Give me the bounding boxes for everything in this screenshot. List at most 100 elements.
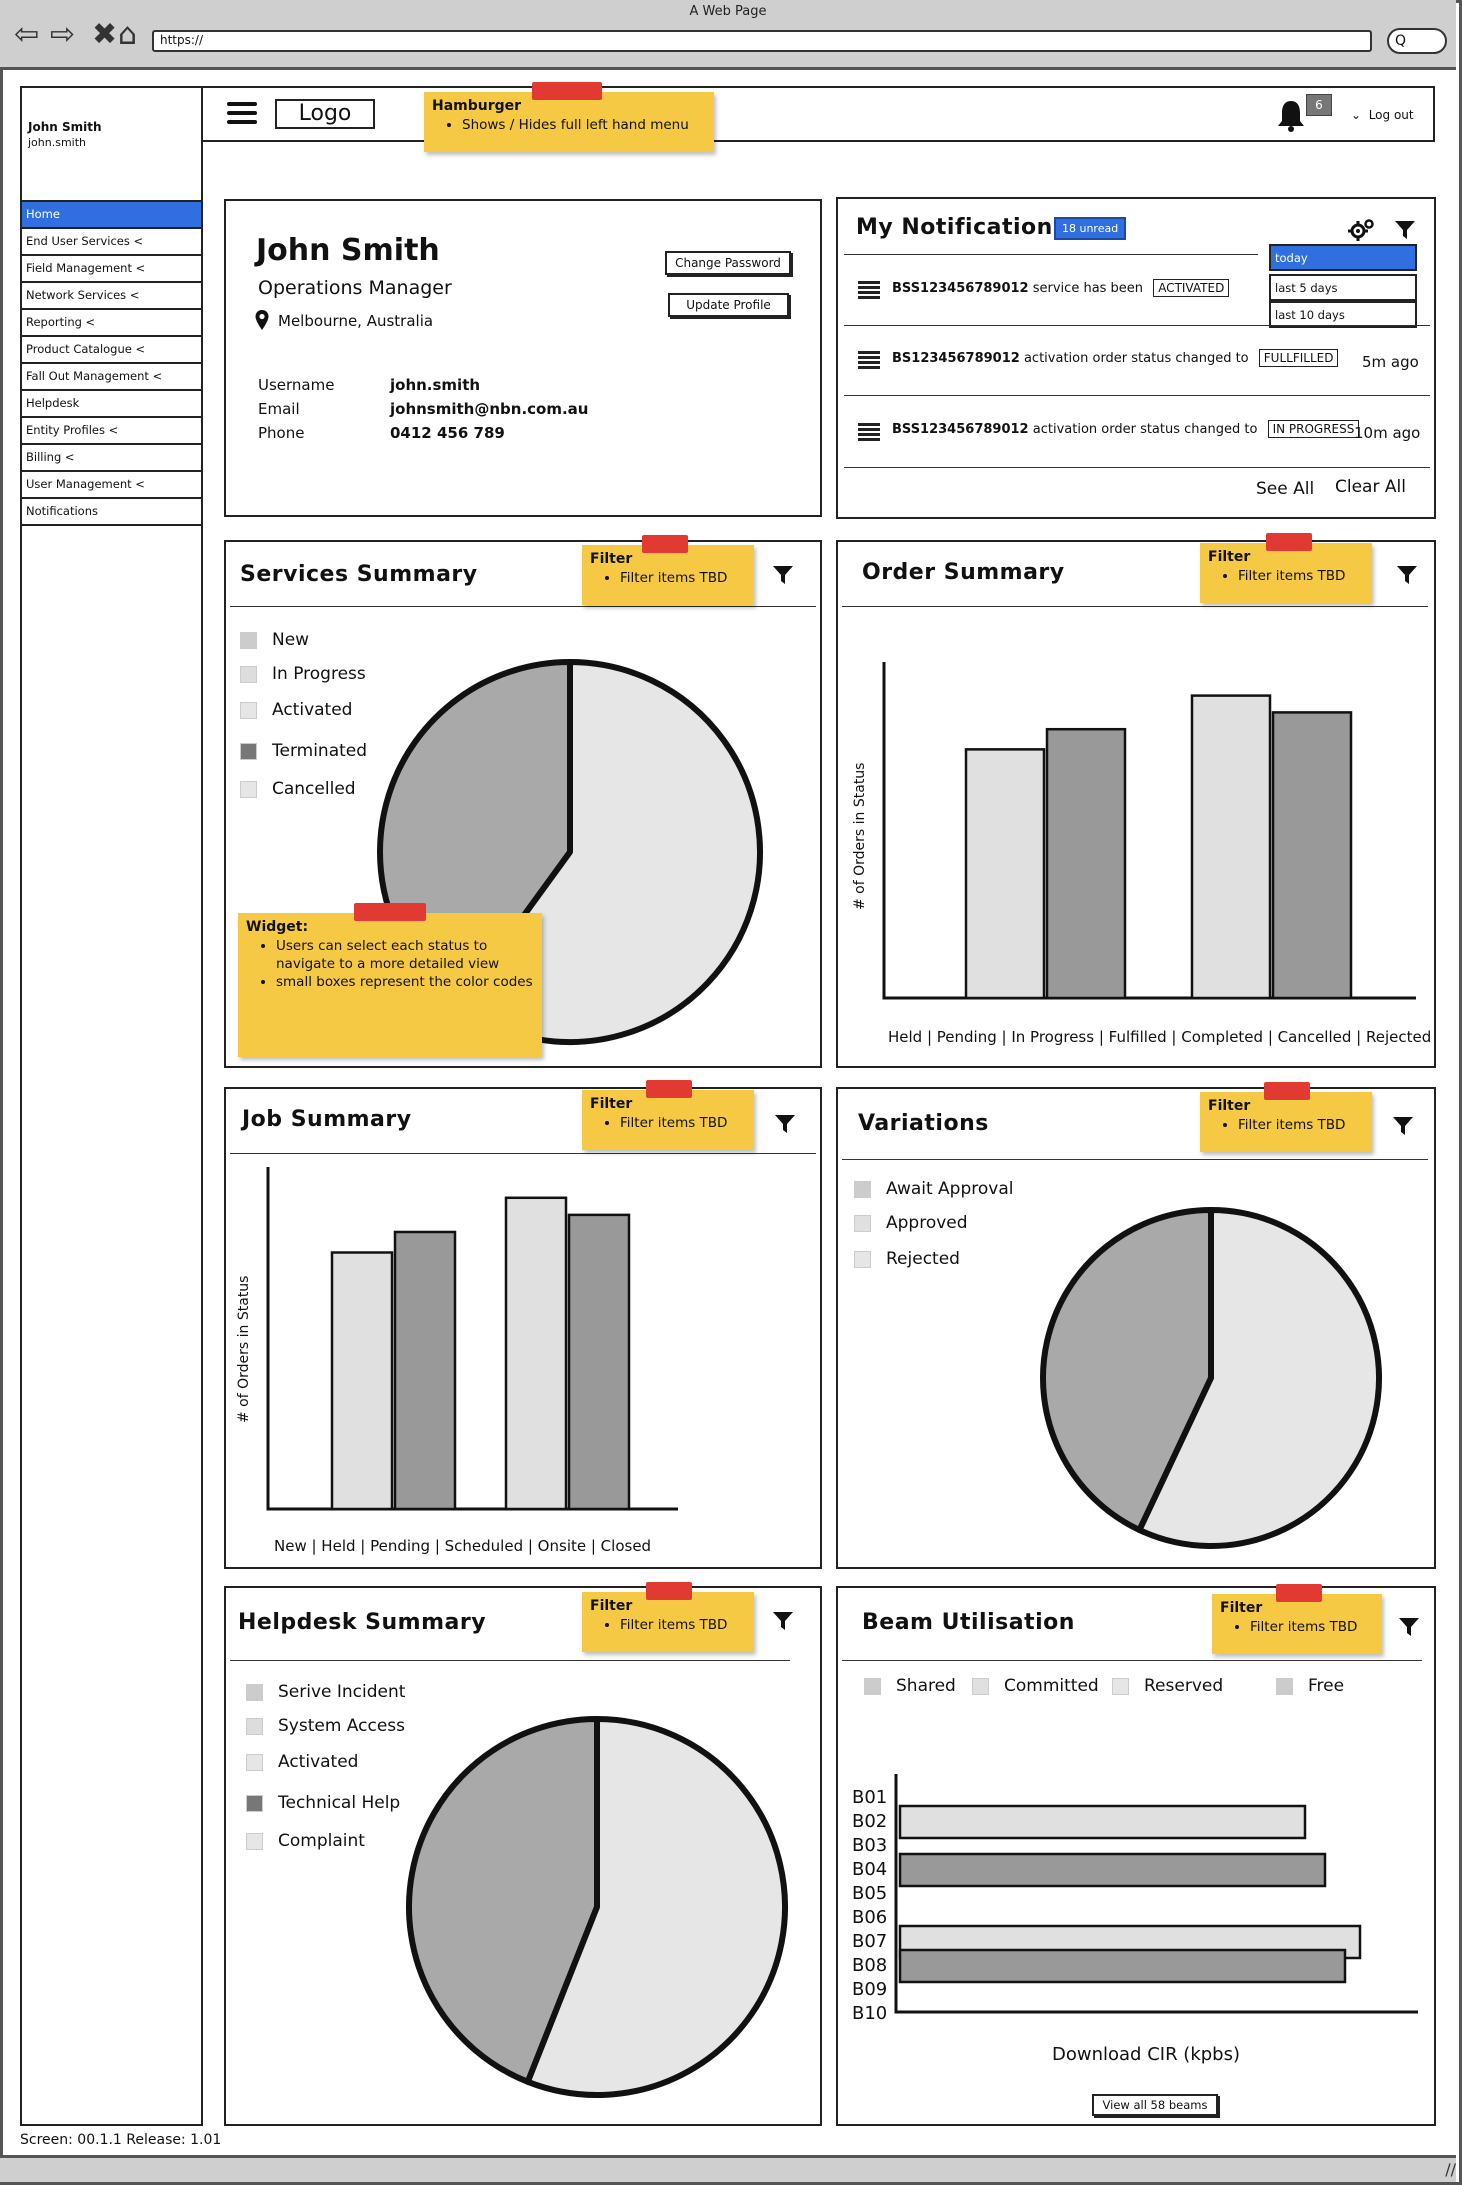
helpdesk-pie-slice[interactable] — [524, 1716, 788, 2098]
filter-icon[interactable] — [772, 1610, 794, 1632]
sidebar-item-notifications[interactable]: Notifications — [22, 497, 201, 524]
legend-item[interactable]: Shared — [864, 1676, 956, 1696]
legend-swatch — [1276, 1677, 1293, 1695]
home-icon[interactable]: ⌂ — [118, 17, 138, 52]
sidebar-user-login: john.smith — [28, 136, 87, 149]
helpdesk-pie-slice[interactable] — [406, 1716, 600, 2085]
change-password-button[interactable]: Change Password — [665, 251, 791, 275]
job-summary-bar[interactable] — [393, 1230, 457, 1511]
notification-item[interactable]: BSS123456789012 service has been ACTIVAT… — [892, 279, 1230, 297]
view-all-beams-button[interactable]: View all 58 beams — [1092, 2094, 1218, 2116]
legend-item[interactable]: In Progress — [240, 664, 366, 684]
notification-text: activation order status changed to — [1032, 422, 1258, 437]
filter-icon[interactable] — [1394, 219, 1416, 241]
see-all-link[interactable]: See All — [1256, 479, 1315, 499]
job-summary-bar-chart[interactable] — [262, 1163, 682, 1513]
legend-item[interactable]: Rejected — [854, 1249, 960, 1269]
bell-icon[interactable] — [1276, 98, 1306, 132]
forward-arrow-icon[interactable]: ⇨ — [50, 17, 76, 52]
legend-swatch — [240, 665, 257, 683]
sidebar-item-entity-profiles[interactable]: Entity Profiles < — [22, 416, 201, 443]
beam-label: B04 — [852, 1859, 888, 1880]
helpdesk-pie-chart[interactable] — [402, 1712, 792, 2102]
legend-item[interactable]: Committed — [972, 1676, 1099, 1696]
beam-label: B09 — [852, 1979, 888, 2000]
legend-item[interactable]: Activated — [246, 1752, 358, 1772]
resize-grip-icon[interactable]: ∕∕ — [1445, 2160, 1456, 2179]
beam-label: B03 — [852, 1835, 888, 1856]
sidebar-item-end-user-services[interactable]: End User Services < — [22, 227, 201, 254]
order-summary-bar[interactable] — [1045, 727, 1127, 1000]
legend-item[interactable]: System Access — [246, 1716, 405, 1736]
legend-label: Committed — [1004, 1676, 1099, 1696]
notification-text: service has been — [1032, 281, 1144, 296]
logo[interactable]: Logo — [275, 99, 375, 129]
job-summary-bar[interactable] — [504, 1196, 568, 1511]
order-summary-bar-chart[interactable] — [878, 652, 1428, 1002]
legend-item[interactable]: Reserved — [1112, 1676, 1223, 1696]
sidebar-item-network-services[interactable]: Network Services < — [22, 281, 201, 308]
beam-label: B08 — [852, 1955, 888, 1976]
beam-axis — [894, 1774, 1418, 2014]
legend-item[interactable]: Technical Help — [246, 1793, 400, 1813]
dropdown-option-last-5-days[interactable]: last 5 days — [1269, 274, 1417, 301]
filter-note-title: Filter — [590, 1096, 633, 1112]
beam-utilisation-bar-chart[interactable] — [888, 1772, 1428, 2032]
legend-item[interactable]: Free — [1276, 1676, 1344, 1696]
hamburger-menu-icon[interactable] — [227, 102, 257, 126]
notification-item[interactable]: BS123456789012 activation order status c… — [892, 349, 1339, 367]
hamburger-note: Hamburger Shows / Hides full left hand m… — [424, 82, 714, 152]
order-summary-bar[interactable] — [1190, 694, 1272, 1000]
order-summary-bar[interactable] — [964, 748, 1046, 1000]
beam-xlabel: Download CIR (kpbs) — [1052, 2044, 1240, 2065]
notification-item[interactable]: BSS123456789012 activation order status … — [892, 420, 1360, 438]
order-summary-bar[interactable] — [1271, 711, 1353, 1000]
logout-link[interactable]: ⌄ Log out — [1351, 108, 1414, 122]
legend-item[interactable]: Approved — [854, 1213, 968, 1233]
sidebar-item-field-management[interactable]: Field Management < — [22, 254, 201, 281]
sidebar-item-helpdesk[interactable]: Helpdesk — [22, 389, 201, 416]
legend-label: Free — [1308, 1676, 1345, 1696]
sidebar-item-product-catalogue[interactable]: Product Catalogue < — [22, 335, 201, 362]
clear-all-link[interactable]: Clear All — [1335, 477, 1406, 497]
beam-bar[interactable] — [898, 1804, 1307, 1840]
sidebar-item-billing[interactable]: Billing < — [22, 443, 201, 470]
filter-icon[interactable] — [772, 564, 794, 586]
filter-icon[interactable] — [774, 1113, 796, 1135]
legend-item[interactable]: Terminated — [240, 741, 367, 761]
sidebar-item-home[interactable]: Home — [22, 200, 201, 227]
sidebar-item-fall-out-management[interactable]: Fall Out Management < — [22, 362, 201, 389]
variations-pie-chart[interactable] — [1036, 1203, 1386, 1553]
sidebar-item-user-management[interactable]: User Management < — [22, 470, 201, 497]
legend-item[interactable]: Complaint — [246, 1831, 365, 1851]
location-pin-icon — [255, 310, 269, 330]
legend-item[interactable]: Serive Incident — [246, 1682, 405, 1702]
variations-pie-slice[interactable] — [1136, 1207, 1382, 1549]
legend-item[interactable]: Activated — [240, 700, 352, 720]
job-summary-bar[interactable] — [330, 1251, 394, 1511]
list-icon — [858, 351, 880, 369]
job-summary-bar[interactable] — [567, 1213, 631, 1511]
close-icon[interactable]: ✖ — [92, 17, 118, 52]
legend-item[interactable]: Cancelled — [240, 779, 356, 799]
dropdown-option-today[interactable]: today — [1269, 244, 1417, 271]
url-input[interactable]: https:// — [152, 30, 1372, 52]
browser-search-input[interactable]: Q — [1387, 28, 1447, 54]
dropdown-option-last-10-days[interactable]: last 10 days — [1269, 301, 1417, 328]
app-header: Logo 6 ⌄ Log out — [203, 86, 1435, 142]
gear-icon[interactable] — [1348, 217, 1376, 243]
filter-icon[interactable] — [1398, 1616, 1420, 1638]
order-summary-panel: Order Summary # of Orders in Status Held… — [836, 540, 1436, 1068]
variations-pie-slice[interactable] — [1040, 1207, 1214, 1534]
back-arrow-icon[interactable]: ⇦ — [14, 17, 40, 52]
filter-icon[interactable] — [1392, 1115, 1414, 1137]
sidebar-item-reporting[interactable]: Reporting < — [22, 308, 201, 335]
beam-bar[interactable] — [898, 1948, 1347, 1984]
filter-icon[interactable] — [1396, 564, 1418, 586]
legend-item[interactable]: New — [240, 630, 309, 650]
beam-bar[interactable] — [898, 1852, 1327, 1888]
widget-note-bullet: Users can select each status to navigate… — [276, 937, 534, 973]
legend-item[interactable]: Await Approval — [854, 1179, 1013, 1199]
legend-swatch — [972, 1677, 989, 1695]
update-profile-button[interactable]: Update Profile — [668, 293, 789, 317]
